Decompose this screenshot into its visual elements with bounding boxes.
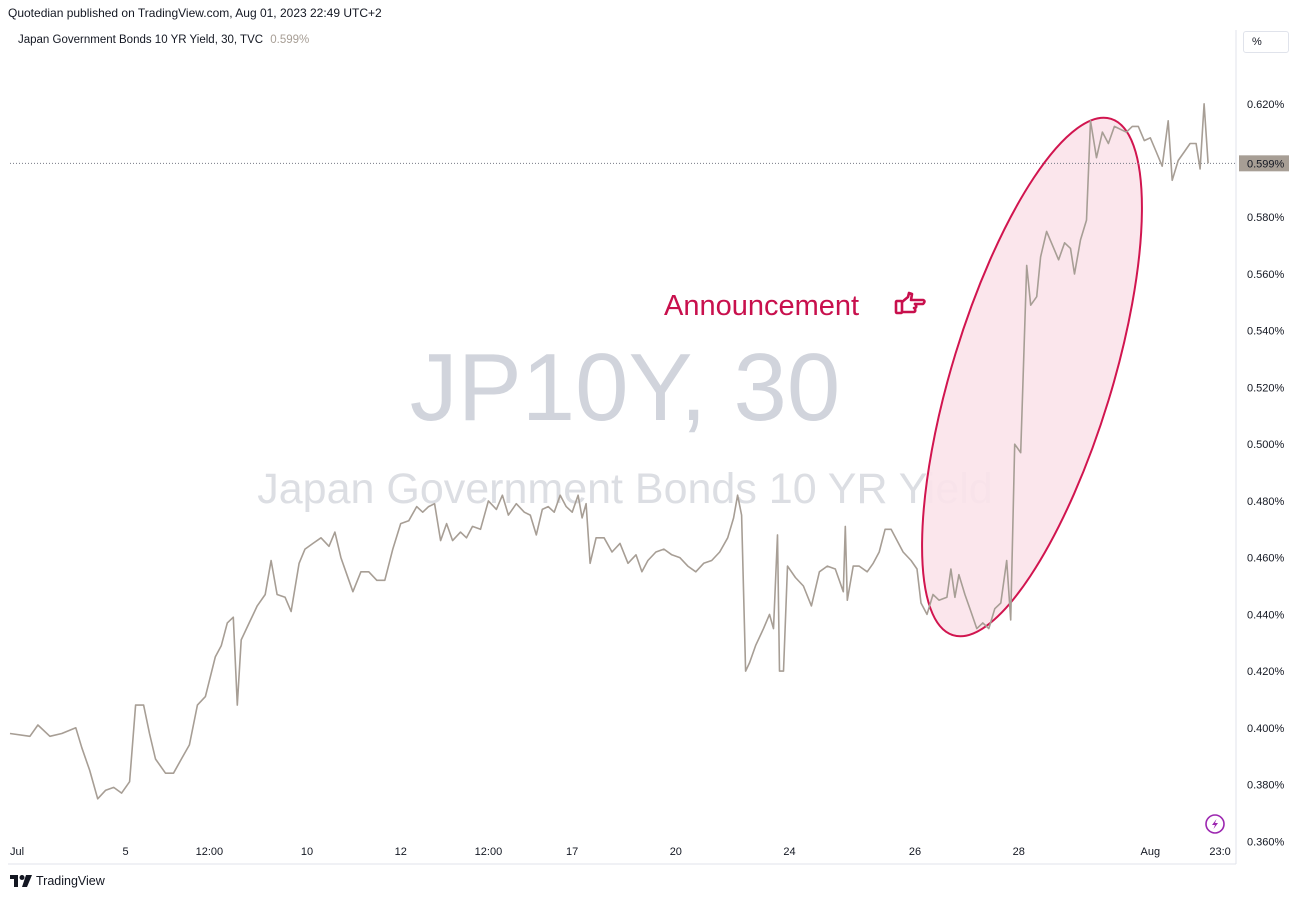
- y-tick-label: 0.440%: [1247, 609, 1285, 621]
- y-tick-label: 0.520%: [1247, 382, 1285, 394]
- tradingview-brand[interactable]: TradingView: [10, 874, 105, 888]
- legend-last-price: 0.599%: [270, 34, 310, 46]
- x-tick-label: Jul: [10, 846, 24, 858]
- y-tick-label: 0.400%: [1247, 723, 1285, 735]
- x-tick-label: 23:0: [1209, 846, 1230, 858]
- percent-scale-button[interactable]: %: [1243, 31, 1289, 53]
- x-tick-label: 24: [783, 846, 795, 858]
- series-line-group: [9, 103, 1209, 800]
- y-tick-label: 0.480%: [1247, 496, 1285, 508]
- tradingview-brand-label: TradingView: [36, 874, 105, 888]
- x-tick-label: 28: [1013, 846, 1025, 858]
- y-tick-label: 0.540%: [1247, 326, 1285, 338]
- pointing-hand-icon: [894, 291, 926, 315]
- y-tick-label: 0.420%: [1247, 666, 1285, 678]
- watermark-description: Japan Government Bonds 10 YR Yield: [257, 465, 992, 513]
- x-tick-label: 10: [301, 846, 313, 858]
- lightning-icon[interactable]: [1205, 814, 1225, 834]
- x-tick-label: 26: [909, 846, 921, 858]
- announcement-label: Announcement: [664, 290, 859, 322]
- legend-symbol-text: Japan Government Bonds 10 YR Yield, 30, …: [18, 34, 264, 46]
- y-axis[interactable]: 0.360% 0.380% 0.400% 0.420% 0.440% 0.460% 0.48…: [1239, 99, 1289, 849]
- series-legend[interactable]: Japan Government Bonds 10 YR Yield, 30, …: [18, 34, 309, 46]
- x-tick-label: 5: [123, 846, 129, 858]
- x-tick-label: 12: [395, 846, 407, 858]
- y-tick-label: 0.460%: [1247, 553, 1285, 565]
- watermark-symbol: JP10Y, 30: [410, 334, 841, 441]
- y-tick-label: 0.580%: [1247, 212, 1285, 224]
- x-tick-label: 20: [670, 846, 682, 858]
- x-tick-label: 12:00: [196, 846, 224, 858]
- x-tick-label: Aug: [1140, 846, 1160, 858]
- y-tick-label: 0.380%: [1247, 780, 1285, 792]
- series-line-0: [9, 103, 1209, 800]
- published-header: Quotedian published on TradingView.com, …: [8, 6, 382, 20]
- y-tick-label: 0.360%: [1247, 836, 1285, 848]
- x-tick-label: 17: [566, 846, 578, 858]
- x-tick-label: 12:00: [475, 846, 503, 858]
- y-tick-label: 0.500%: [1247, 439, 1285, 451]
- y-tick-label: 0.620%: [1247, 99, 1285, 111]
- highlight-ellipse: [921, 116, 1143, 638]
- last-price-label: 0.599%: [1247, 158, 1285, 170]
- last-price-tag: [1239, 155, 1289, 172]
- x-axis[interactable]: Jul 5 12:00 10 12 12:00 17 20 24 26 28 Aug 23:0: [10, 846, 1231, 858]
- y-tick-label: 0.560%: [1247, 269, 1285, 281]
- tradingview-logo-icon: [10, 875, 32, 887]
